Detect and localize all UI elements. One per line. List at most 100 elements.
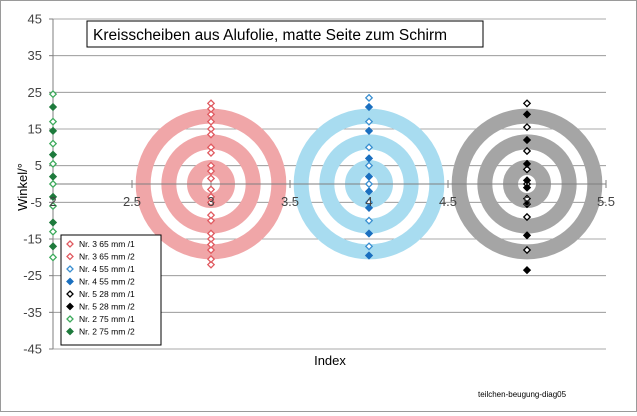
chart-title-box: Kreisscheiben aus Alufolie, matte Seite … bbox=[86, 20, 484, 48]
data-point bbox=[48, 150, 58, 159]
data-point bbox=[364, 117, 374, 126]
data-point bbox=[522, 165, 532, 174]
data-point bbox=[364, 179, 374, 189]
data-point bbox=[364, 93, 374, 102]
data-point bbox=[206, 185, 216, 194]
legend-label: Nr. 5 28 mm /1 bbox=[79, 289, 135, 299]
x-tick-label: 3.5 bbox=[281, 194, 299, 209]
data-point bbox=[522, 200, 532, 209]
data-point bbox=[364, 161, 374, 170]
data-point bbox=[48, 253, 58, 262]
data-point bbox=[206, 198, 216, 207]
data-point bbox=[364, 251, 374, 260]
data-point bbox=[206, 211, 216, 220]
x-tick-labels: 2 2.5 3 3.5 4 4.5 5 5.5 bbox=[49, 194, 615, 209]
legend-label: Nr. 5 28 mm /2 bbox=[79, 302, 135, 312]
legend-marker bbox=[66, 277, 74, 286]
data-point bbox=[522, 183, 532, 192]
data-point bbox=[206, 260, 216, 269]
data-point bbox=[364, 187, 374, 196]
x-tick-label: 2 bbox=[49, 194, 56, 209]
data-point bbox=[206, 192, 216, 201]
data-point bbox=[48, 179, 58, 189]
data-point bbox=[48, 201, 58, 211]
data-point bbox=[48, 192, 58, 201]
legend-label: Nr. 3 65 mm /1 bbox=[79, 239, 135, 249]
data-point bbox=[522, 231, 532, 240]
data-point bbox=[364, 242, 374, 251]
data-point bbox=[522, 212, 532, 222]
legend-marker bbox=[66, 290, 74, 298]
legend-label: Nr. 3 65 mm /2 bbox=[79, 252, 135, 262]
data-point bbox=[206, 130, 216, 139]
data-point bbox=[206, 110, 216, 119]
data-point bbox=[48, 242, 58, 251]
y-tick-label: -15 bbox=[23, 232, 42, 247]
x-tick-label: 5.5 bbox=[597, 194, 615, 209]
legend-marker bbox=[66, 302, 74, 311]
data-point bbox=[48, 117, 58, 126]
data-point bbox=[48, 126, 58, 135]
data-point bbox=[48, 159, 58, 168]
y-tick-labels: 45 35 25 15 5 -5 -15 -25 -35 -45 bbox=[23, 12, 42, 357]
data-point bbox=[522, 245, 532, 255]
data-point bbox=[206, 240, 216, 249]
x-tick-label: 4.5 bbox=[439, 194, 457, 209]
data-point bbox=[48, 102, 58, 112]
x-tick-label: 2.5 bbox=[123, 194, 141, 209]
data-point bbox=[48, 90, 58, 99]
legend: Nr. 3 65 mm /1 Nr. 3 65 mm /2 Nr. 4 55 mm … bbox=[60, 234, 162, 346]
y-tick-label: -25 bbox=[23, 268, 42, 283]
legend-label: Nr. 4 55 mm /2 bbox=[79, 277, 135, 287]
data-point bbox=[522, 146, 532, 156]
data-point bbox=[206, 174, 216, 183]
data-point bbox=[364, 143, 374, 152]
data-point bbox=[522, 159, 532, 168]
data-point bbox=[522, 123, 532, 132]
legend-label: Nr. 4 55 mm /1 bbox=[79, 264, 135, 274]
data-point bbox=[364, 203, 374, 212]
y-tick-label: 15 bbox=[28, 122, 42, 137]
data-point bbox=[206, 148, 216, 157]
data-point bbox=[522, 266, 532, 275]
y-tick-label: 35 bbox=[28, 48, 42, 63]
data-point bbox=[206, 245, 216, 255]
x-axis-title: Index bbox=[314, 353, 346, 368]
legend-marker bbox=[66, 252, 74, 261]
data-point bbox=[522, 176, 532, 185]
y-tick-label: 25 bbox=[28, 85, 42, 100]
data-point bbox=[206, 216, 216, 225]
legend-marker bbox=[66, 265, 74, 273]
data-point bbox=[364, 172, 374, 181]
data-point bbox=[522, 135, 532, 145]
y-tick-label: -45 bbox=[23, 342, 42, 357]
data-point bbox=[364, 102, 374, 112]
y-axis-title: Winkel/° bbox=[15, 163, 30, 211]
data-point bbox=[206, 255, 216, 264]
legend-marker bbox=[66, 327, 74, 336]
footnote: teilchen-beugung-diag05 bbox=[478, 390, 567, 399]
y-tick-label: 45 bbox=[28, 12, 42, 27]
data-point bbox=[48, 227, 58, 236]
y-tick-label: -35 bbox=[23, 305, 42, 320]
data-point bbox=[48, 218, 58, 227]
legend-label: Nr. 2 75 mm /1 bbox=[79, 314, 135, 324]
x-tick-label: 3 bbox=[207, 194, 214, 209]
data-point bbox=[206, 229, 216, 238]
legend-marker bbox=[66, 240, 74, 248]
data-point bbox=[48, 139, 58, 148]
data-point bbox=[522, 110, 532, 119]
data-point bbox=[364, 154, 374, 163]
y-tick-label: -5 bbox=[30, 195, 42, 210]
data-point bbox=[206, 117, 216, 126]
data-point bbox=[522, 99, 532, 108]
data-point bbox=[364, 126, 374, 135]
data-point bbox=[364, 216, 374, 225]
data-points bbox=[48, 90, 532, 275]
y-tick-label: 5 bbox=[35, 158, 42, 173]
legend-label: Nr. 2 75 mm /2 bbox=[79, 327, 135, 337]
data-point bbox=[48, 172, 58, 181]
chart-title: Kreisscheiben aus Alufolie, matte Seite … bbox=[93, 27, 447, 44]
